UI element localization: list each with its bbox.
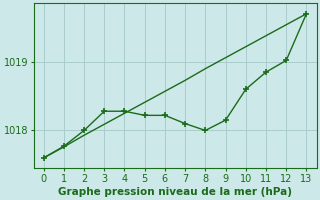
X-axis label: Graphe pression niveau de la mer (hPa): Graphe pression niveau de la mer (hPa): [58, 187, 292, 197]
